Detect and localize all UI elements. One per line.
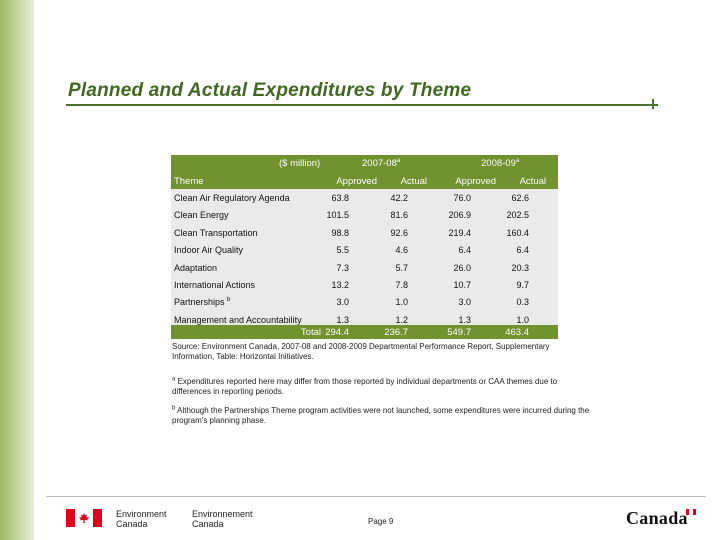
table-cell-value: 219.4	[448, 227, 471, 238]
total-value-4: 463.4	[505, 327, 529, 338]
table-cell-value: 202.5	[506, 210, 529, 221]
table-row-theme: Clean Air Regulatory Agenda	[174, 193, 290, 203]
total-value-1: 294.4	[325, 327, 349, 338]
canada-flag-icon	[66, 509, 102, 527]
title-divider-tick	[652, 99, 654, 109]
table-cell-value: 160.4	[506, 227, 529, 238]
table-cell-value: 101.5	[326, 210, 349, 221]
table-cell-value: 13.2	[331, 280, 349, 290]
table-cell-value: 26.0	[453, 262, 471, 273]
table-cell-value: 42.2	[390, 193, 408, 203]
footnote-a: a Expenditures reported here may differ …	[172, 376, 558, 396]
table-cell-value: 4.6	[395, 245, 408, 256]
period-header-2: 2008-09a	[481, 157, 520, 169]
units-label: ($ million)	[279, 158, 321, 169]
page-title: Planned and Actual Expenditures by Theme	[68, 80, 472, 101]
table-cell-value: 76.0	[453, 193, 471, 203]
table-row-theme: International Actions	[174, 280, 256, 290]
table-cell-value: 20.3	[511, 262, 529, 273]
table-cell-value: 0.3	[516, 297, 529, 308]
table-cell-value: 5.5	[336, 245, 349, 256]
table-cell-value: 1.0	[395, 297, 408, 308]
subheader-approved-1: Approved	[336, 176, 377, 187]
dept-name-english: Environment Canada	[116, 509, 167, 529]
wordmark-flag-icon	[686, 509, 696, 515]
subheader-actual-2: Actual	[519, 176, 546, 187]
dept-name-french: Environnement Canada	[192, 509, 253, 529]
table-cell-value: 98.8	[331, 227, 349, 238]
table-cell-value: 92.6	[390, 227, 408, 238]
period-header-1: 2007-08a	[362, 157, 401, 169]
table-cell-value: 9.7	[516, 280, 529, 290]
table-body-band	[171, 189, 558, 325]
table-cell-value: 5.7	[395, 262, 408, 273]
footnote-b: b Although the Partnerships Theme progra…	[172, 405, 590, 425]
theme-header: Theme	[174, 176, 204, 187]
page-number: Page 9	[368, 517, 394, 526]
total-value-3: 549.7	[447, 327, 471, 338]
table-cell-value: 1.3	[336, 314, 349, 325]
expenditures-table: ($ million) 2007-08a 2008-09a Theme Appr…	[171, 155, 558, 339]
table-cell-value: 81.6	[390, 210, 408, 221]
canada-wordmark: Canada	[626, 508, 688, 528]
table-row-theme: Partnerships b	[174, 297, 231, 308]
table-row-theme: Management and Accountability	[174, 314, 302, 325]
title-divider	[66, 104, 658, 106]
footer-divider	[46, 496, 706, 497]
source-note: Source: Environment Canada, 2007-08 and …	[172, 342, 550, 361]
table-cell-value: 63.8	[331, 193, 349, 203]
table-cell-value: 7.3	[336, 262, 349, 273]
table-cell-value: 3.0	[336, 297, 349, 308]
table-total-band	[171, 325, 558, 339]
table-cell-value: 6.4	[516, 245, 529, 256]
table-cell-value: 1.0	[516, 314, 529, 325]
table-row-theme: Clean Energy	[174, 210, 229, 221]
table-cell-value: 3.0	[458, 297, 471, 308]
table-row-theme: Clean Transportation	[174, 227, 258, 238]
table-cell-value: 6.4	[458, 245, 471, 256]
table-row-theme: Adaptation	[174, 262, 218, 273]
table-cell-value: 1.2	[395, 314, 408, 325]
subheader-approved-2: Approved	[455, 176, 496, 187]
table-cell-value: 206.9	[448, 210, 471, 221]
subheader-actual-1: Actual	[400, 176, 427, 187]
decorative-sidebar	[0, 0, 34, 540]
total-label: Total	[300, 327, 321, 338]
table-cell-value: 62.6	[511, 193, 529, 203]
table-row-theme: Indoor Air Quality	[174, 245, 244, 256]
table-cell-value: 1.3	[458, 314, 471, 325]
table-cell-value: 10.7	[453, 280, 471, 290]
table-cell-value: 7.8	[395, 280, 408, 290]
total-value-2: 236.7	[384, 327, 408, 338]
table-header-band	[171, 155, 558, 189]
